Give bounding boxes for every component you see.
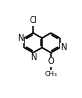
Text: N: N [30, 53, 36, 62]
Text: CH₃: CH₃ [45, 71, 57, 77]
Text: N: N [18, 34, 24, 43]
Text: N: N [60, 43, 67, 52]
Text: O: O [48, 57, 54, 66]
Text: Cl: Cl [29, 16, 37, 25]
